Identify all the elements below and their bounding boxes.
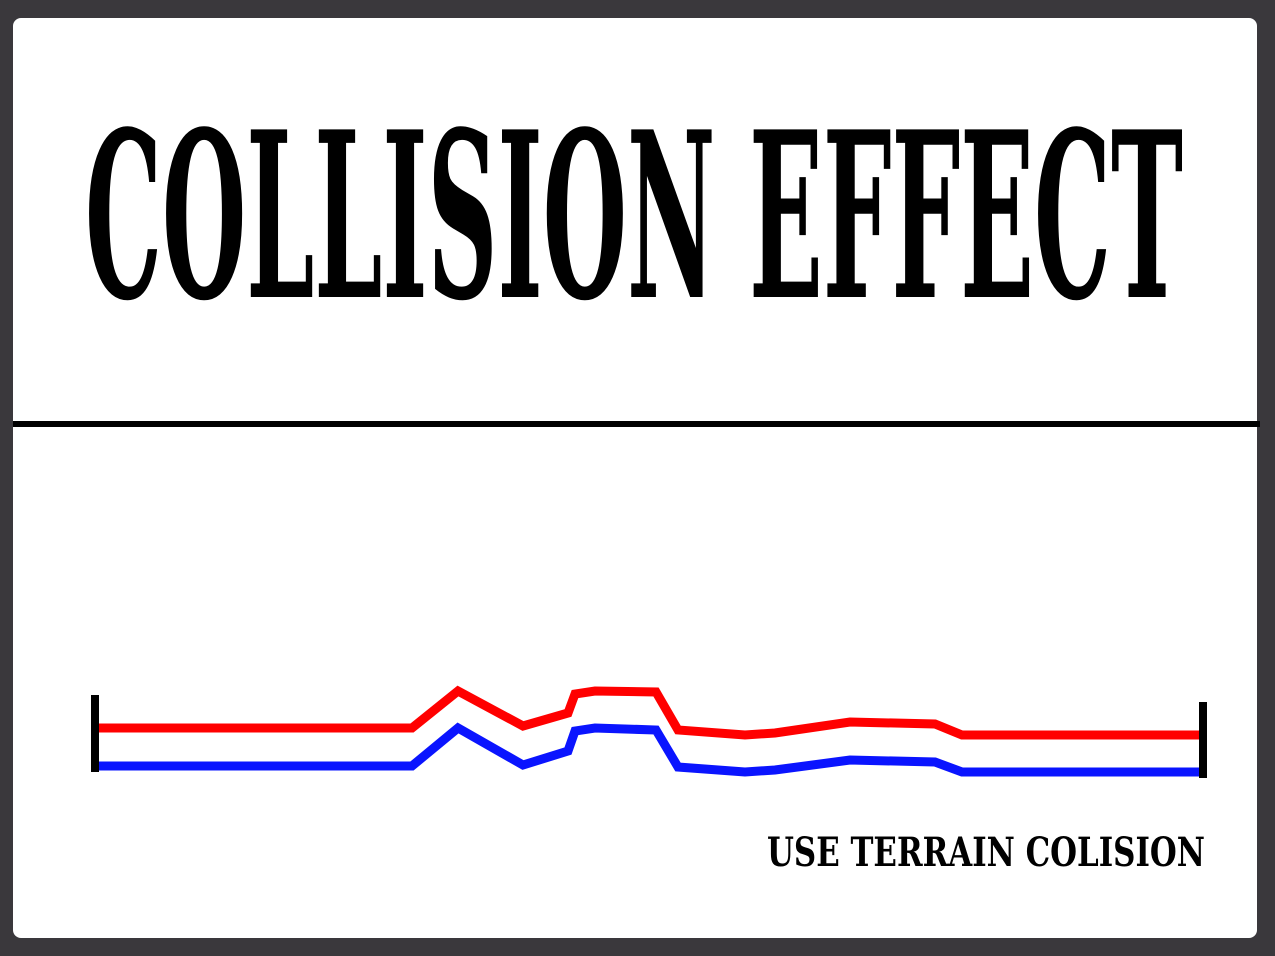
- panel: [13, 18, 1257, 938]
- caption: USE TERRAIN COLISION: [767, 829, 1205, 876]
- terrain-line-upper: [95, 685, 1200, 740]
- terrain-line-lower: [95, 722, 1200, 777]
- title: COLLISION EFFECT: [85, 82, 1183, 352]
